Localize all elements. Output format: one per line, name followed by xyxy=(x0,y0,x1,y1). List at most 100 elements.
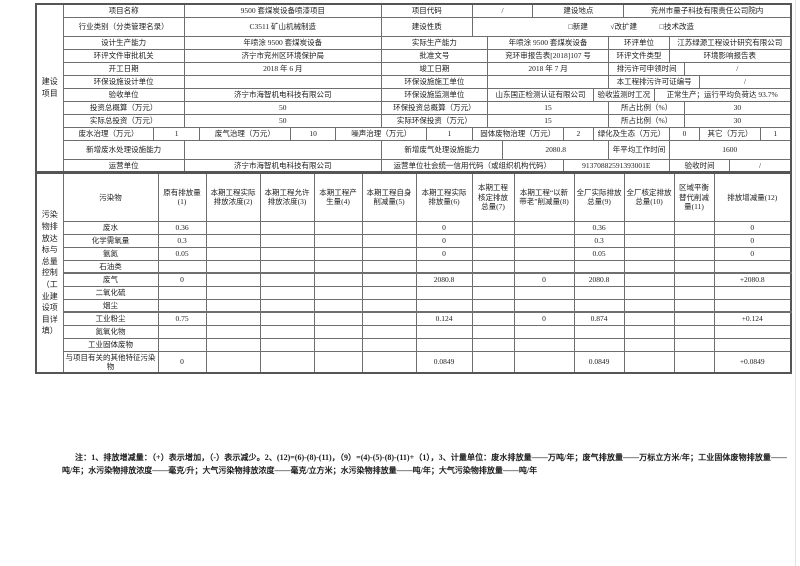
pollutant-value xyxy=(313,350,363,374)
pollutant-value xyxy=(673,298,715,313)
pollutant-value xyxy=(157,324,207,339)
field-label: 本工程排污许可证编号 xyxy=(608,74,701,89)
field-value: 30 xyxy=(683,100,792,115)
field-value: 2018 年 6 月 xyxy=(183,61,382,76)
field-value: 1 xyxy=(426,126,473,141)
field-value: 山东国正检测认证有限公司 xyxy=(486,87,595,102)
col-header-3: 本期工程允许排放浓度(3) xyxy=(259,172,315,222)
pollutant-value xyxy=(713,259,792,274)
pollutant-value xyxy=(573,337,625,352)
field-value xyxy=(486,74,610,89)
section-label-pollutant-control: 污染物排放达标与总量控制（工业建设项目详填） xyxy=(35,172,64,374)
pollutant-value xyxy=(313,311,363,326)
pollutant-value xyxy=(415,324,473,339)
pollutant-value: 0 xyxy=(415,220,473,235)
pollutant-value xyxy=(259,350,315,374)
info-row: 验收单位 济宁市海智机电科技有限公司 环保设施监测单位 山东国正检测认证有限公司 验收监… xyxy=(36,87,792,102)
pollutant-name: 二氧化硫 xyxy=(62,285,159,300)
field-label: 建设地点 xyxy=(532,3,625,18)
pollutant-value xyxy=(623,233,675,248)
info-row: 废水治理（万元） 1 废气治理（万元） 10 噪声治理（万元） 1 固体废物治理（万元） 2 绿… xyxy=(36,126,792,141)
pollutant-value xyxy=(713,285,792,300)
pollutant-value: 0.75 xyxy=(157,311,207,326)
pollutant-name: 工业粉尘 xyxy=(62,311,159,326)
field-label: 实际环保投资（万元） xyxy=(380,113,488,128)
pollutant-value xyxy=(259,285,315,300)
col-header-10: 全厂核定排放总量(10) xyxy=(623,172,675,222)
pollutant-value xyxy=(471,350,515,374)
pollutant-value xyxy=(361,311,417,326)
field-label: 废气治理（万元） xyxy=(198,126,291,141)
pollutant-value: 0.36 xyxy=(157,220,207,235)
section-label-construction-project: 建设项目 xyxy=(35,3,64,173)
pollutant-row: 二氧化硫 xyxy=(36,285,792,300)
pollutant-value xyxy=(471,220,515,235)
pollutant-value xyxy=(361,246,417,261)
field-label: 其它（万元） xyxy=(699,126,761,141)
field-label: 实际总投资（万元） xyxy=(62,113,185,128)
field-label: 设计生产能力 xyxy=(62,35,185,50)
pollutant-value xyxy=(205,233,261,248)
pollutant-value xyxy=(313,233,363,248)
pollutant-value: +0.0849 xyxy=(713,350,792,374)
pollutant-value: 0.874 xyxy=(573,311,625,326)
field-label: 年平均工作时间 xyxy=(608,139,670,160)
info-row: 实际总投资（万元） 50 实际环保投资（万元） 15 所占比例（%） 30 xyxy=(36,113,792,128)
field-label: 环保设施监测单位 xyxy=(380,87,488,102)
pollutant-value xyxy=(513,233,575,248)
field-label: 项目名称 xyxy=(62,3,185,18)
field-value: 2080.8 xyxy=(502,139,610,160)
field-label: 实际生产能力 xyxy=(380,35,488,50)
pollutant-value xyxy=(623,246,675,261)
field-label: 废水治理（万元） xyxy=(62,126,155,141)
pollutant-value xyxy=(361,233,417,248)
pollutant-value xyxy=(205,350,261,374)
pollutant-value xyxy=(673,324,715,339)
field-value: 50 xyxy=(183,113,382,128)
pollutant-value xyxy=(361,337,417,352)
field-value: 15 xyxy=(486,100,610,115)
pollutant-value xyxy=(573,298,625,313)
pollutant-value xyxy=(157,259,207,274)
pollutant-value xyxy=(361,324,417,339)
pollutant-value: 2080.8 xyxy=(573,272,625,287)
pollutant-value: +0.124 xyxy=(713,311,792,326)
field-value: 30 xyxy=(683,113,792,128)
field-value: 年喷涂 9500 套煤炭设备 xyxy=(486,35,610,50)
field-value: 0 xyxy=(668,126,701,141)
field-label: 所占比例（%） xyxy=(608,100,685,115)
col-header-4: 本期工程产生量(4) xyxy=(313,172,363,222)
pollutant-row: 烟尘 xyxy=(36,298,792,313)
pollutant-row: 化学需氧量 0.3 0 0.3 0 xyxy=(36,233,792,248)
pollutant-discharge-table: 污染物排放达标与总量控制（工业建设项目详填） 污染物 原有排放量(1) 本期工程实际排… xyxy=(35,172,792,375)
field-value: C3511 矿山机械制造 xyxy=(183,16,382,37)
pollutant-value xyxy=(313,298,363,313)
field-value: 1600 xyxy=(668,139,792,160)
field-value: 9500 套煤炭设备喷漆项目 xyxy=(183,3,382,18)
pollutant-value: 0 xyxy=(513,311,575,326)
pollutant-value xyxy=(259,311,315,326)
field-value xyxy=(183,139,382,160)
pollutant-value xyxy=(259,272,315,287)
field-value: 1 xyxy=(153,126,200,141)
col-header-8: 本期工程“以新带老”削减量(8) xyxy=(513,172,575,222)
pollutant-value xyxy=(673,259,715,274)
field-label: 验收监测时工况 xyxy=(593,87,655,102)
field-label: 批准文号 xyxy=(380,48,488,63)
pollutant-value xyxy=(513,298,575,313)
pollutant-value: 0 xyxy=(415,233,473,248)
field-value: 2018 年 7 月 xyxy=(486,61,610,76)
pollutant-value: 0.36 xyxy=(573,220,625,235)
pollutant-value xyxy=(361,285,417,300)
pollutant-value: 0.05 xyxy=(573,246,625,261)
pollutant-value: 0.0849 xyxy=(573,350,625,374)
field-label: 验收单位 xyxy=(62,87,185,102)
pollutant-value xyxy=(157,337,207,352)
pollutant-value xyxy=(513,350,575,374)
pollutant-value xyxy=(513,259,575,274)
pollutant-value xyxy=(157,298,207,313)
pollutant-value: 0.0849 xyxy=(415,350,473,374)
pollutant-value xyxy=(157,285,207,300)
field-label: 环评文件审批机关 xyxy=(62,48,185,63)
pollutant-value xyxy=(673,337,715,352)
